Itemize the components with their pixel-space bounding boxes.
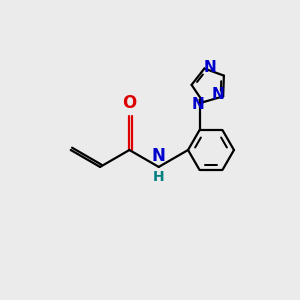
Text: N: N [212,87,224,102]
Text: H: H [153,170,164,184]
Text: N: N [203,59,216,74]
Text: N: N [152,147,166,165]
Text: O: O [122,94,136,112]
Text: N: N [191,97,204,112]
